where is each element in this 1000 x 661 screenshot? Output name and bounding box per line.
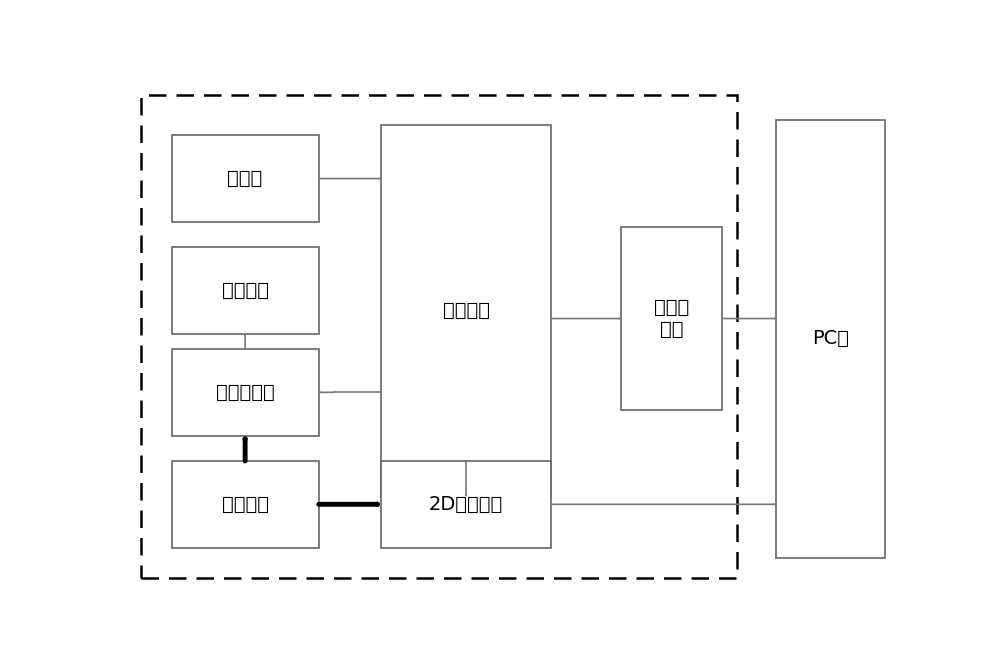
Bar bbox=[140, 95, 737, 578]
Text: 供电电源: 供电电源 bbox=[222, 495, 269, 514]
Bar bbox=[381, 125, 551, 496]
Bar bbox=[172, 349, 319, 436]
Text: PC机: PC机 bbox=[812, 329, 849, 348]
Text: 微控制器: 微控制器 bbox=[442, 301, 490, 321]
Text: 步进电机: 步进电机 bbox=[222, 281, 269, 300]
Bar bbox=[381, 461, 551, 547]
Text: 串口通
信板: 串口通 信板 bbox=[654, 298, 689, 339]
Bar bbox=[776, 120, 885, 558]
Text: 编码器: 编码器 bbox=[228, 169, 263, 188]
Bar bbox=[172, 461, 319, 547]
Text: 电机驱动器: 电机驱动器 bbox=[216, 383, 274, 402]
Bar bbox=[621, 227, 722, 410]
Bar bbox=[172, 136, 319, 222]
Bar bbox=[172, 247, 319, 334]
Text: 2D激光雷达: 2D激光雷达 bbox=[429, 495, 503, 514]
